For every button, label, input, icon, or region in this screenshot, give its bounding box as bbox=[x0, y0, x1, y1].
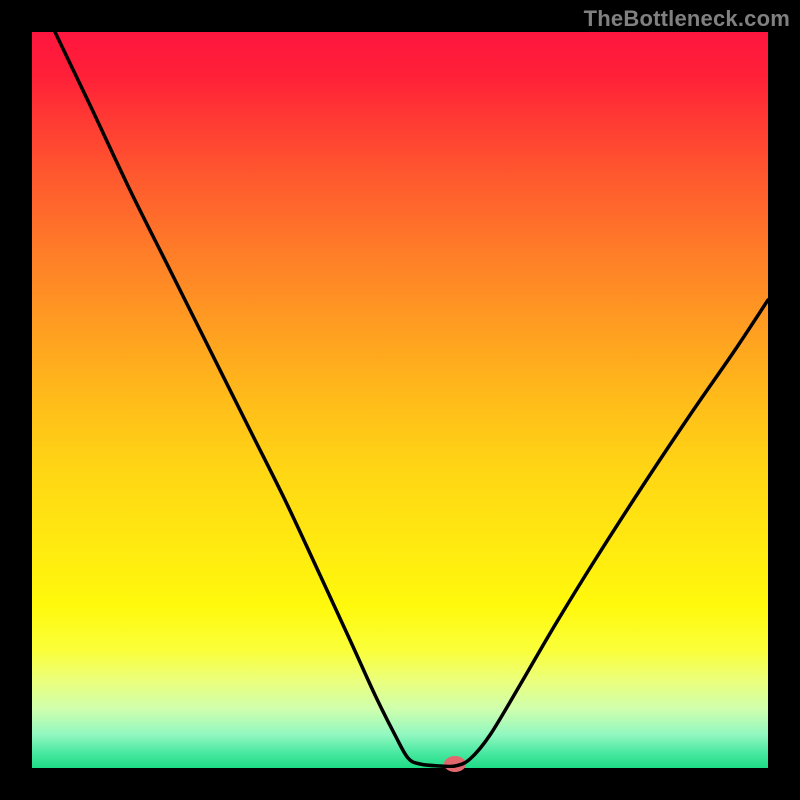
chart-canvas: TheBottleneck.com bbox=[0, 0, 800, 800]
chart-svg bbox=[0, 0, 800, 800]
plot-background bbox=[32, 32, 768, 768]
watermark-text: TheBottleneck.com bbox=[584, 6, 790, 32]
